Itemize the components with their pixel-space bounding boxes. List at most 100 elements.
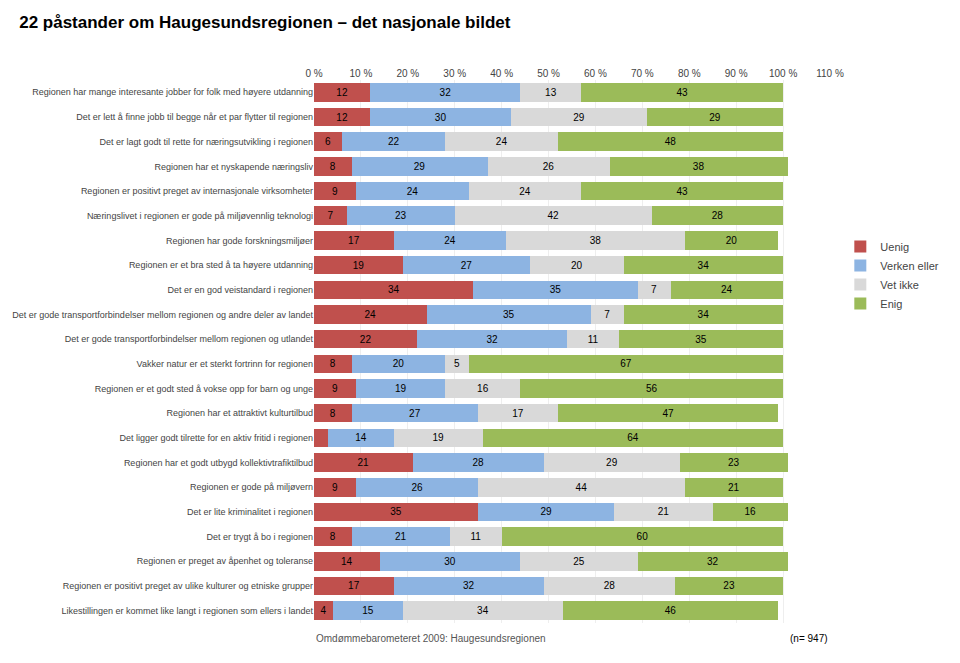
svg-text:34: 34 (477, 605, 489, 616)
svg-text:8: 8 (330, 161, 336, 172)
svg-text:15: 15 (362, 605, 374, 616)
svg-text:56: 56 (646, 383, 658, 394)
svg-text:21: 21 (728, 482, 740, 493)
svg-text:30 %: 30 % (443, 68, 466, 79)
svg-text:16: 16 (477, 383, 489, 394)
svg-text:32: 32 (707, 556, 719, 567)
svg-text:80 %: 80 % (678, 68, 701, 79)
svg-text:34: 34 (698, 309, 710, 320)
svg-text:40 %: 40 % (490, 68, 513, 79)
svg-text:28: 28 (712, 210, 724, 221)
svg-text:24: 24 (496, 136, 508, 147)
svg-text:Det ligger godt tilrette for e: Det ligger godt tilrette for en aktiv fr… (119, 433, 313, 443)
svg-text:16: 16 (744, 506, 756, 517)
svg-text:Det er gode transportforbindel: Det er gode transportforbindelser mellom… (12, 310, 313, 320)
svg-text:44: 44 (576, 482, 588, 493)
svg-text:22: 22 (360, 334, 372, 345)
svg-text:50 %: 50 % (537, 68, 560, 79)
svg-text:27: 27 (409, 408, 421, 419)
svg-text:38: 38 (693, 161, 705, 172)
svg-text:20: 20 (571, 260, 583, 271)
svg-text:20 %: 20 % (396, 68, 419, 79)
svg-text:60: 60 (637, 531, 649, 542)
svg-text:14: 14 (355, 432, 367, 443)
svg-text:19: 19 (353, 260, 365, 271)
svg-text:Det er en god veistandard i re: Det er en god veistandard i regionen (167, 285, 313, 295)
svg-text:Regionen er positivt preget av: Regionen er positivt preget av ulike kul… (63, 581, 313, 591)
svg-text:13: 13 (545, 87, 557, 98)
svg-text:Det er trygt å bo i regionen: Det er trygt å bo i regionen (206, 532, 313, 542)
svg-text:23: 23 (728, 457, 740, 468)
svg-text:34: 34 (388, 284, 400, 295)
svg-text:Det er lite kriminalitet i reg: Det er lite kriminalitet i regionen (187, 507, 313, 517)
svg-text:8: 8 (330, 531, 336, 542)
svg-text:100 %: 100 % (769, 68, 797, 79)
svg-text:Regionen er et godt sted å vok: Regionen er et godt sted å vokse opp for… (95, 384, 313, 394)
svg-text:22: 22 (388, 136, 400, 147)
svg-text:21: 21 (357, 457, 369, 468)
svg-text:29: 29 (709, 112, 721, 123)
svg-text:Regionen er positivt preget av: Regionen er positivt preget av internasj… (81, 186, 313, 196)
svg-text:9: 9 (332, 383, 338, 394)
svg-text:48: 48 (665, 136, 677, 147)
svg-text:19: 19 (433, 432, 445, 443)
svg-text:38: 38 (590, 235, 602, 246)
svg-text:60 %: 60 % (584, 68, 607, 79)
svg-text:46: 46 (665, 605, 677, 616)
svg-text:(n= 947): (n= 947) (790, 633, 828, 644)
svg-text:67: 67 (620, 358, 632, 369)
svg-text:110 %: 110 % (816, 68, 844, 79)
svg-text:7: 7 (327, 210, 333, 221)
svg-text:43: 43 (676, 87, 688, 98)
svg-text:Regionen er preget av åpenhet: Regionen er preget av åpenhet og toleran… (137, 556, 313, 566)
svg-text:47: 47 (662, 408, 674, 419)
svg-text:35: 35 (503, 309, 515, 320)
svg-text:24: 24 (519, 186, 531, 197)
svg-text:24: 24 (444, 235, 456, 246)
svg-text:Vakker natur er et sterkt fort: Vakker natur er et sterkt fortrinn for r… (137, 359, 313, 369)
svg-text:Likestillingen er kommet like: Likestillingen er kommet like langt i re… (61, 606, 313, 616)
svg-text:30: 30 (444, 556, 456, 567)
svg-text:28: 28 (604, 580, 616, 591)
svg-text:35: 35 (550, 284, 562, 295)
svg-text:29: 29 (573, 112, 585, 123)
svg-text:11: 11 (588, 334, 599, 345)
svg-text:Det er gode transportforbindel: Det er gode transportforbindelser mellom… (65, 334, 314, 344)
svg-text:29: 29 (540, 506, 552, 517)
svg-text:26: 26 (411, 482, 423, 493)
svg-text:22 påstander om Haugesundsregi: 22 påstander om Haugesundsregionen – det… (19, 13, 511, 32)
svg-text:17: 17 (348, 235, 360, 246)
svg-text:21: 21 (658, 506, 670, 517)
svg-text:35: 35 (695, 334, 707, 345)
svg-text:64: 64 (627, 432, 639, 443)
svg-text:20: 20 (726, 235, 738, 246)
svg-text:23: 23 (723, 580, 735, 591)
svg-text:32: 32 (463, 580, 475, 591)
svg-text:Det er lett å finne jobb til b: Det er lett å finne jobb til begge når e… (76, 112, 313, 122)
svg-text:Det er lagt godt til rette for: Det er lagt godt til rette for næringsut… (99, 137, 313, 147)
svg-text:Vet ikke: Vet ikke (880, 279, 919, 291)
svg-text:24: 24 (721, 284, 733, 295)
svg-text:8: 8 (330, 358, 336, 369)
svg-text:24: 24 (407, 186, 419, 197)
svg-text:14: 14 (341, 556, 353, 567)
svg-text:Regionen har mange interesante: Regionen har mange interesante jobber fo… (32, 87, 313, 97)
svg-text:17: 17 (348, 580, 360, 591)
svg-text:Næringslivet i regionen er god: Næringslivet i regionen er gode på miljø… (87, 211, 313, 221)
svg-text:32: 32 (486, 334, 498, 345)
svg-text:9: 9 (332, 482, 338, 493)
svg-text:20: 20 (393, 358, 405, 369)
svg-text:Omdømmebarometeret 2009: Hauge: Omdømmebarometeret 2009: Haugesundsregio… (316, 633, 546, 644)
svg-text:27: 27 (461, 260, 473, 271)
svg-text:Regionen er et bra sted å ta h: Regionen er et bra sted å ta høyere utda… (129, 260, 313, 270)
svg-text:17: 17 (512, 408, 524, 419)
svg-text:29: 29 (414, 161, 426, 172)
svg-text:70 %: 70 % (631, 68, 654, 79)
svg-text:9: 9 (332, 186, 338, 197)
svg-text:6: 6 (325, 136, 331, 147)
svg-text:32: 32 (440, 87, 452, 98)
svg-text:10 %: 10 % (350, 68, 373, 79)
svg-text:12: 12 (336, 87, 348, 98)
svg-text:21: 21 (395, 531, 407, 542)
svg-text:Uenig: Uenig (880, 241, 909, 253)
